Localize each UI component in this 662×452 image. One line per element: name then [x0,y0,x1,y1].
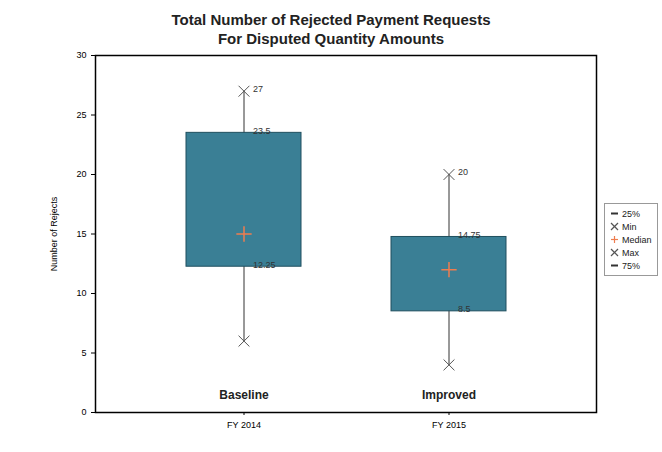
svg-text:FY 2015: FY 2015 [432,420,466,430]
svg-text:FY 2014: FY 2014 [227,420,261,430]
html-text:For Disputed Quantity Amounts: For Disputed Quantity Amounts [217,30,444,47]
svg-text:30: 30 [76,50,86,60]
svg-text:27: 27 [253,84,263,94]
html-text:25%: 25% [622,208,640,219]
svg-text:0: 0 [81,407,86,417]
html-text:Total Number of Rejected Payme: Total Number of Rejected Payment Request… [171,11,491,28]
html-text:75%: 75% [622,260,640,271]
svg-text:14.75: 14.75 [458,230,481,240]
svg-text:Baseline: Baseline [219,388,269,402]
svg-text:8.5: 8.5 [458,304,471,314]
svg-text:Number of Rejects: Number of Rejects [49,196,59,271]
svg-text:12.25: 12.25 [253,260,276,270]
svg-text:25: 25 [76,110,86,120]
svg-text:5: 5 [81,348,86,358]
html-text:Median: Median [622,234,652,245]
svg-text:20: 20 [76,169,86,179]
html-text:Min: Min [622,221,637,232]
html-text:Max: Max [622,247,639,258]
svg-text:15: 15 [76,229,86,239]
svg-text:23.5: 23.5 [253,126,271,136]
svg-text:Improved: Improved [422,388,476,402]
svg-text:20: 20 [458,167,468,177]
svg-text:10: 10 [76,288,86,298]
